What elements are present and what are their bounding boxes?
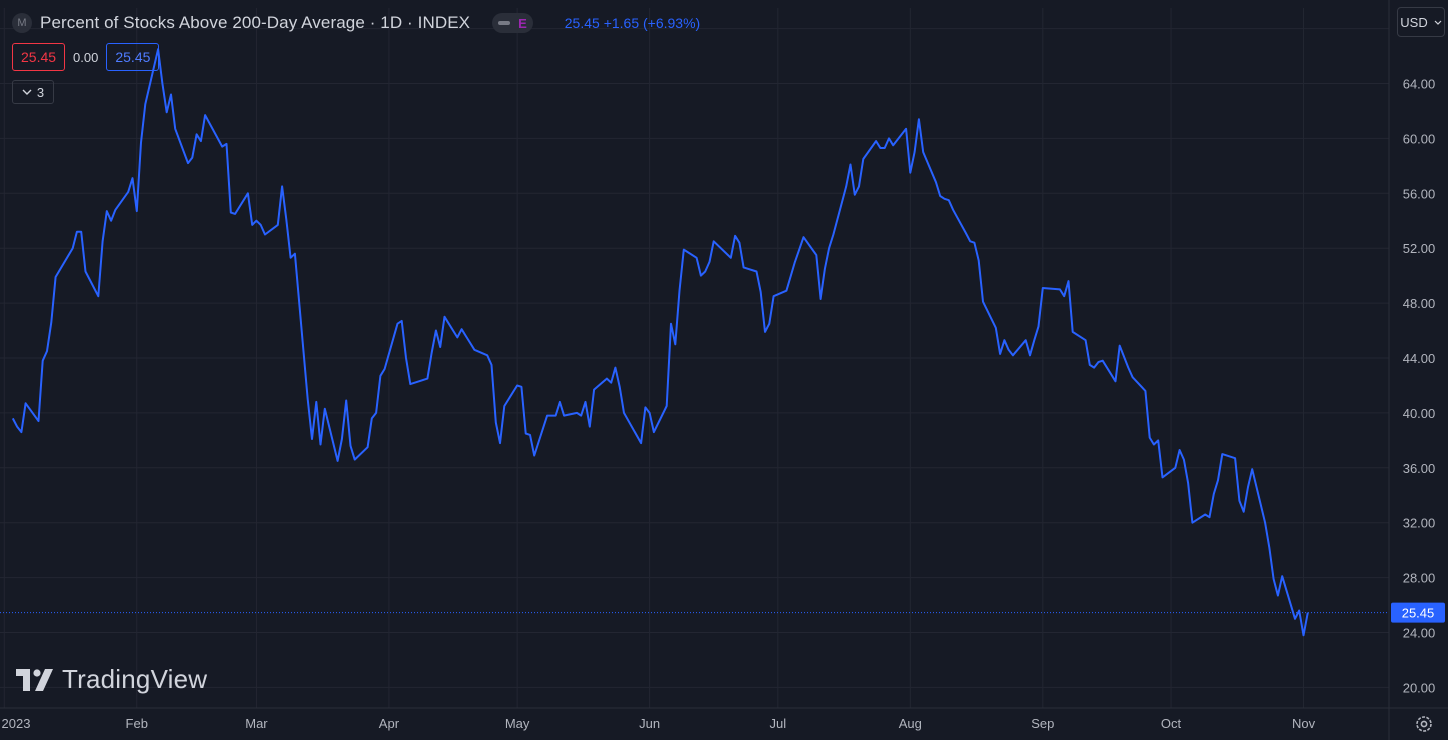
currency-select[interactable]: USD: [1397, 7, 1445, 37]
currency-label: USD: [1400, 14, 1428, 30]
y-tick-label: 48.00: [1403, 296, 1436, 311]
x-tick-label: May: [505, 716, 530, 731]
time-axis[interactable]: 2023 Feb Mar Apr May Jun Jul Aug Sep Oct Nov: [0, 707, 1448, 731]
y-tick-label: 56.00: [1403, 186, 1436, 201]
event-badge: E: [518, 15, 527, 31]
y-tick-label: 60.00: [1403, 131, 1436, 146]
price-axis[interactable]: 68.0064.0060.0056.0052.0048.0044.0040.00…: [1388, 0, 1436, 740]
dash-icon: [498, 21, 511, 25]
sell-price-box[interactable]: 25.45: [12, 43, 66, 71]
y-tick-label: 32.00: [1403, 516, 1436, 531]
indicators-toggle-button[interactable]: 3: [12, 80, 54, 104]
grid: [0, 8, 1389, 708]
y-tick-label: 44.00: [1403, 351, 1436, 366]
chevron-down-icon: [1434, 20, 1442, 25]
x-tick-label: Mar: [245, 716, 268, 731]
watermark-text: TradingView: [62, 664, 208, 694]
x-tick-label: Jun: [639, 716, 660, 731]
y-tick-label: 52.00: [1403, 241, 1436, 256]
ohlc-row: 25.45 0.00 25.45: [12, 43, 160, 71]
chevron-down-icon: [22, 89, 32, 95]
legend-header[interactable]: M Percent of Stocks Above 200-Day Averag…: [12, 10, 700, 36]
x-tick-label: Nov: [1292, 716, 1316, 731]
x-tick-label: 2023: [2, 716, 31, 731]
y-tick-label: 28.00: [1403, 571, 1436, 586]
x-tick-label: Sep: [1031, 716, 1054, 731]
last-price-label-bg: [1391, 602, 1445, 623]
x-tick-label: Jul: [770, 716, 787, 731]
y-tick-label: 20.00: [1403, 680, 1436, 695]
x-tick-label: Apr: [379, 716, 400, 731]
x-tick-label: Oct: [1161, 716, 1182, 731]
event-pill[interactable]: E: [492, 13, 533, 33]
y-tick-label: 36.00: [1403, 461, 1436, 476]
series-line: [11, 48, 1309, 637]
settings-gear-icon[interactable]: [1414, 714, 1434, 734]
last-price-label: 25.45: [1402, 606, 1435, 621]
y-tick-label: 24.00: [1403, 626, 1436, 641]
symbol-title[interactable]: Percent of Stocks Above 200-Day Average …: [40, 13, 471, 32]
x-tick-label: Feb: [126, 716, 148, 731]
y-tick-label: 64.00: [1403, 76, 1436, 91]
buy-price-box[interactable]: 25.45: [106, 43, 160, 71]
last-quote: 25.45 +1.65 (+6.93%): [564, 15, 701, 31]
x-tick-label: Aug: [899, 716, 922, 731]
symbol-logo-icon: M: [12, 13, 32, 33]
indicators-count: 3: [36, 84, 45, 100]
y-tick-label: 40.00: [1403, 406, 1436, 421]
spread-value: 0.00: [73, 49, 99, 65]
tradingview-logo-icon: [16, 668, 53, 691]
tradingview-watermark[interactable]: TradingView: [16, 664, 207, 695]
